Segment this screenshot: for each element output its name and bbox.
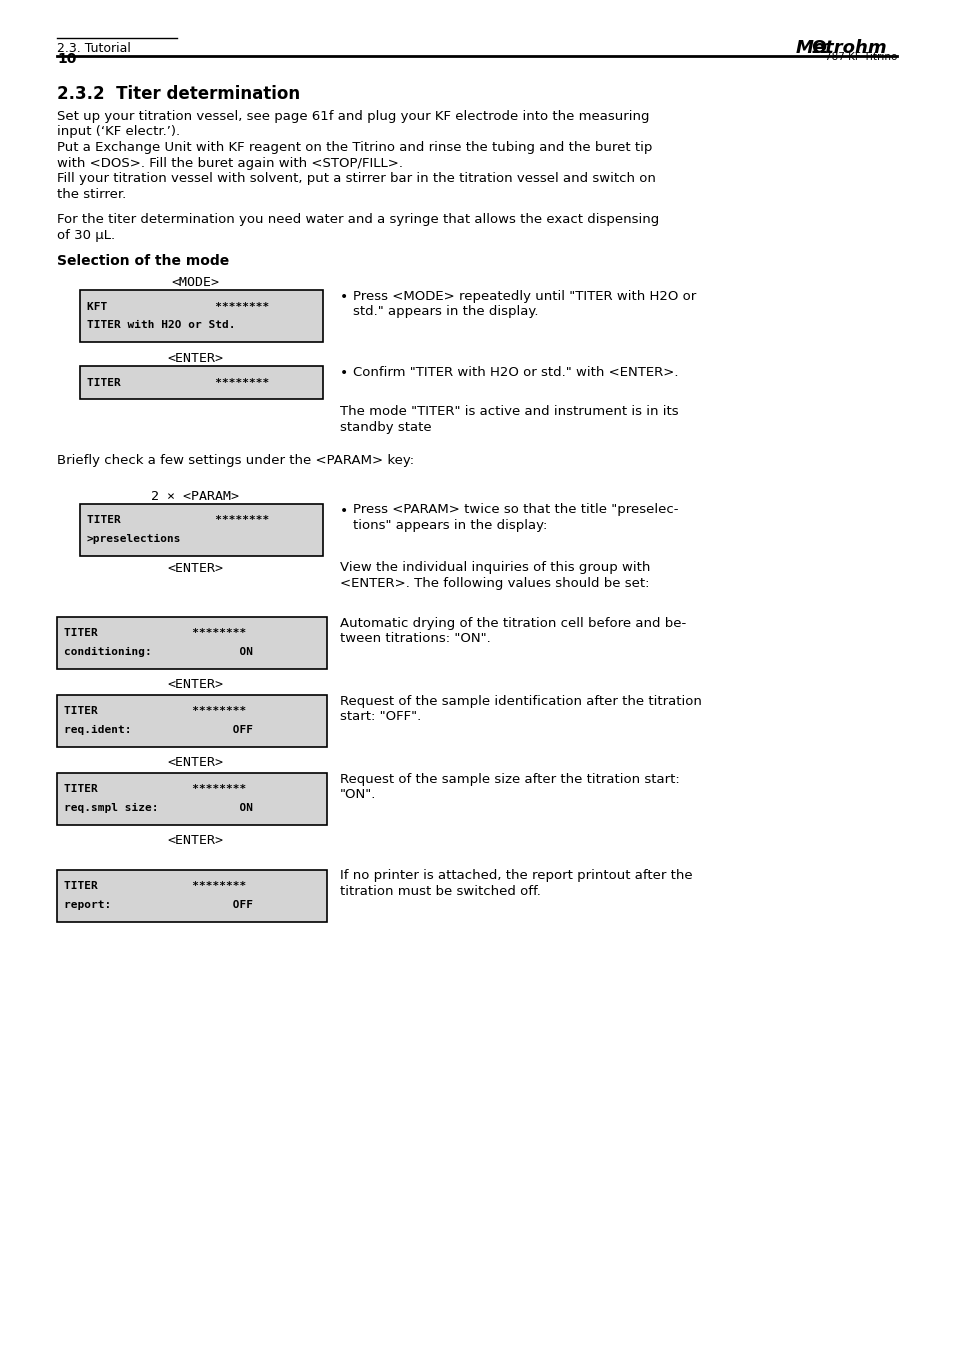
Text: Confirm "TITER with H2O or std." with <ENTER>.: Confirm "TITER with H2O or std." with <E… (353, 366, 678, 380)
Bar (80, 290, 323, 342)
Bar (80, 366, 323, 399)
Text: TITER with H2O or Std.: TITER with H2O or Std. (87, 320, 235, 331)
Text: Set up your titration vessel, see page 61f and plug your KF electrode into the m: Set up your titration vessel, see page 6… (57, 109, 649, 123)
Text: Request of the sample identification after the titration: Request of the sample identification aft… (339, 694, 701, 708)
Text: Press <MODE> repeatedly until "TITER with H2O or: Press <MODE> repeatedly until "TITER wit… (353, 290, 696, 303)
Text: <ENTER>: <ENTER> (167, 562, 223, 574)
Text: •: • (339, 290, 348, 304)
Text: KFT                ********: KFT ******** (87, 301, 269, 312)
Text: tions" appears in the display:: tions" appears in the display: (353, 519, 547, 532)
Text: View the individual inquiries of this group with: View the individual inquiries of this gr… (339, 562, 650, 574)
Text: Ω: Ω (811, 39, 826, 57)
Text: standby state: standby state (339, 420, 431, 434)
Text: tween titrations: "ON".: tween titrations: "ON". (339, 632, 490, 644)
Text: req.ident:               OFF: req.ident: OFF (64, 725, 253, 735)
Text: Fill your titration vessel with solvent, put a stirrer bar in the titration vess: Fill your titration vessel with solvent,… (57, 172, 656, 185)
Bar (80, 504, 323, 555)
Bar (57, 870, 327, 921)
Text: •: • (339, 366, 348, 380)
Text: Request of the sample size after the titration start:: Request of the sample size after the tit… (339, 773, 679, 785)
Text: 787 KF Titrino: 787 KF Titrino (823, 51, 896, 62)
Text: <ENTER>: <ENTER> (167, 678, 223, 692)
Text: 10: 10 (57, 51, 76, 66)
Text: titration must be switched off.: titration must be switched off. (339, 885, 540, 898)
Text: TITER              ********: TITER ******** (64, 784, 246, 794)
Text: <MODE>: <MODE> (171, 276, 219, 289)
Text: std." appears in the display.: std." appears in the display. (353, 305, 537, 319)
Text: the stirrer.: the stirrer. (57, 188, 126, 200)
Text: If no printer is attached, the report printout after the: If no printer is attached, the report pr… (339, 870, 692, 882)
Text: with <DOS>. Fill the buret again with <STOP/FILL>.: with <DOS>. Fill the buret again with <S… (57, 157, 402, 169)
Text: conditioning:             ON: conditioning: ON (64, 647, 253, 657)
Text: Press <PARAM> twice so that the title "preselec-: Press <PARAM> twice so that the title "p… (353, 504, 678, 516)
Text: "ON".: "ON". (339, 788, 376, 801)
Text: TITER              ********: TITER ******** (64, 628, 246, 638)
Text: TITER              ********: TITER ******** (87, 515, 269, 526)
Text: Briefly check a few settings under the <PARAM> key:: Briefly check a few settings under the <… (57, 454, 414, 467)
Text: For the titer determination you need water and a syringe that allows the exact d: For the titer determination you need wat… (57, 213, 659, 226)
Text: input (‘KF electr.’).: input (‘KF electr.’). (57, 126, 180, 139)
Text: TITER              ********: TITER ******** (64, 707, 246, 716)
Text: Put a Exchange Unit with KF reagent on the Titrino and rinse the tubing and the : Put a Exchange Unit with KF reagent on t… (57, 141, 652, 154)
Bar (57, 694, 327, 747)
Bar (57, 616, 327, 669)
Text: TITER              ********: TITER ******** (64, 881, 246, 892)
Text: Selection of the mode: Selection of the mode (57, 254, 229, 267)
Text: report:                  OFF: report: OFF (64, 900, 253, 911)
Text: 2.3.2  Titer determination: 2.3.2 Titer determination (57, 85, 300, 103)
Text: <ENTER>: <ENTER> (167, 835, 223, 847)
Bar (57, 773, 327, 824)
Text: <ENTER>. The following values should be set:: <ENTER>. The following values should be … (339, 577, 649, 590)
Text: of 30 μL.: of 30 μL. (57, 228, 115, 242)
Text: 2.3. Tutorial: 2.3. Tutorial (57, 42, 131, 54)
Text: <ENTER>: <ENTER> (167, 353, 223, 365)
Text: The mode "TITER" is active and instrument is in its: The mode "TITER" is active and instrumen… (339, 405, 678, 417)
Text: •: • (339, 504, 348, 517)
Text: <ENTER>: <ENTER> (167, 757, 223, 770)
Text: start: "OFF".: start: "OFF". (339, 711, 421, 723)
Text: TITER              ********: TITER ******** (87, 377, 269, 388)
Text: 2 × <PARAM>: 2 × <PARAM> (151, 489, 239, 503)
Text: req.smpl size:            ON: req.smpl size: ON (64, 802, 253, 813)
Text: >preselections: >preselections (87, 534, 181, 544)
Text: Automatic drying of the titration cell before and be-: Automatic drying of the titration cell b… (339, 616, 685, 630)
Text: Metrohm: Metrohm (795, 39, 886, 57)
